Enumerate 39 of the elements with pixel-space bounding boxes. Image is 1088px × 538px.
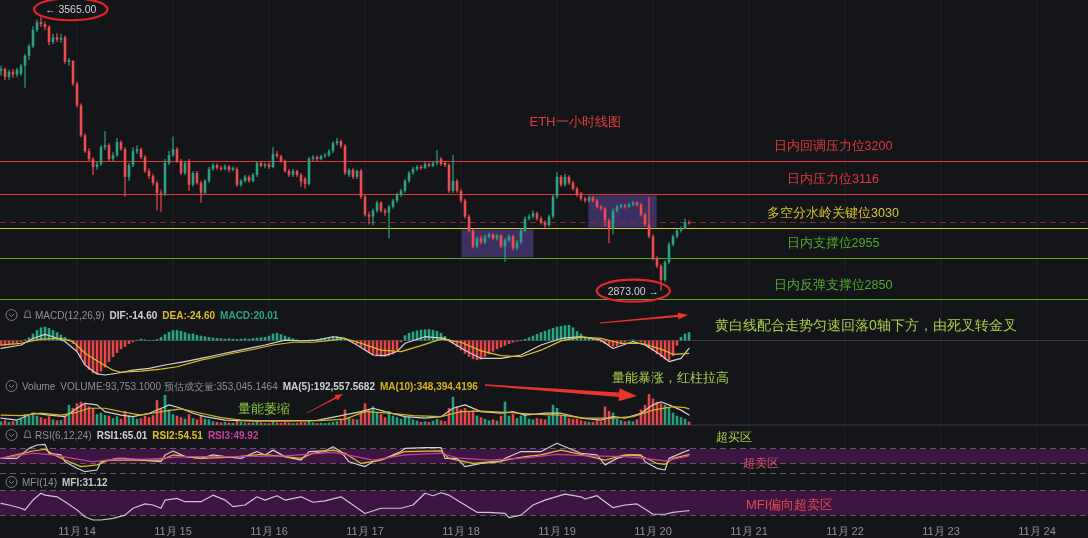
ref-line-label: 日内回调压力位3200 [773, 139, 893, 154]
annotation: 黄白线配合走势匀速回落0轴下方，由死叉转金叉 [715, 317, 1017, 333]
ref-line-label: 多空分水岭关键位3030 [767, 206, 899, 221]
ref-line-label: 日内支撑位2955 [786, 236, 880, 251]
annotation: 超买区 [716, 430, 752, 444]
text: RSI1:65.01 [96, 429, 148, 441]
x-tick-label: 11月 19 [538, 525, 576, 537]
x-tick-label: 11月 20 [634, 525, 672, 537]
series-label: MFI:31.12 [62, 476, 109, 488]
x-tick-label: 11月 17 [346, 525, 384, 537]
x-tick-label: 11月 23 [922, 525, 960, 537]
series-label: MA(10):348,394.4196 [380, 380, 479, 392]
annotation: ← 3565.00 [45, 3, 97, 16]
chart-title: MACD(12,26,9) [35, 309, 105, 321]
chart-title: MFI(14) [22, 476, 57, 488]
series-label: RSI2:54.51 [152, 429, 204, 441]
chart-subtitle: VOLUME:93,753.1000 预估成交量:353,045.1464 [60, 380, 279, 392]
ref-line-label: 日内反弹支撑位2850 [773, 277, 893, 292]
annotation: 量能萎缩 [238, 400, 290, 416]
ref-line-label: 日内压力位3116 [787, 172, 879, 187]
chart-title: Volume [22, 380, 56, 392]
x-tick-label: 11月 18 [442, 525, 480, 537]
annotation: 量能暴涨，红柱拉高 [612, 370, 729, 385]
x-tick-label: 11月 22 [826, 525, 864, 537]
x-tick-label: 11月 16 [250, 525, 288, 537]
text: DEA:-24.60 [162, 309, 216, 321]
series-label: MA(5):192,557.5682 [282, 380, 376, 392]
text: ETH一小时线图 [529, 113, 621, 129]
series-label: MACD:20.01 [220, 309, 279, 321]
chart-title: RSI(6,12,24) [35, 429, 92, 441]
annotation: MFI偏向超卖区 [746, 496, 834, 512]
annotation: 2873.00 → [607, 284, 659, 297]
x-tick-label: 11月 21 [730, 525, 768, 537]
x-tick-label: 11月 24 [1018, 525, 1056, 537]
series-label: RSI3:49.92 [207, 429, 259, 441]
text: DIF:-14.60 [109, 309, 158, 321]
x-tick-label: 11月 14 [58, 525, 96, 537]
annotation: 超卖区 [743, 456, 779, 470]
x-tick-label: 11月 15 [154, 525, 192, 537]
